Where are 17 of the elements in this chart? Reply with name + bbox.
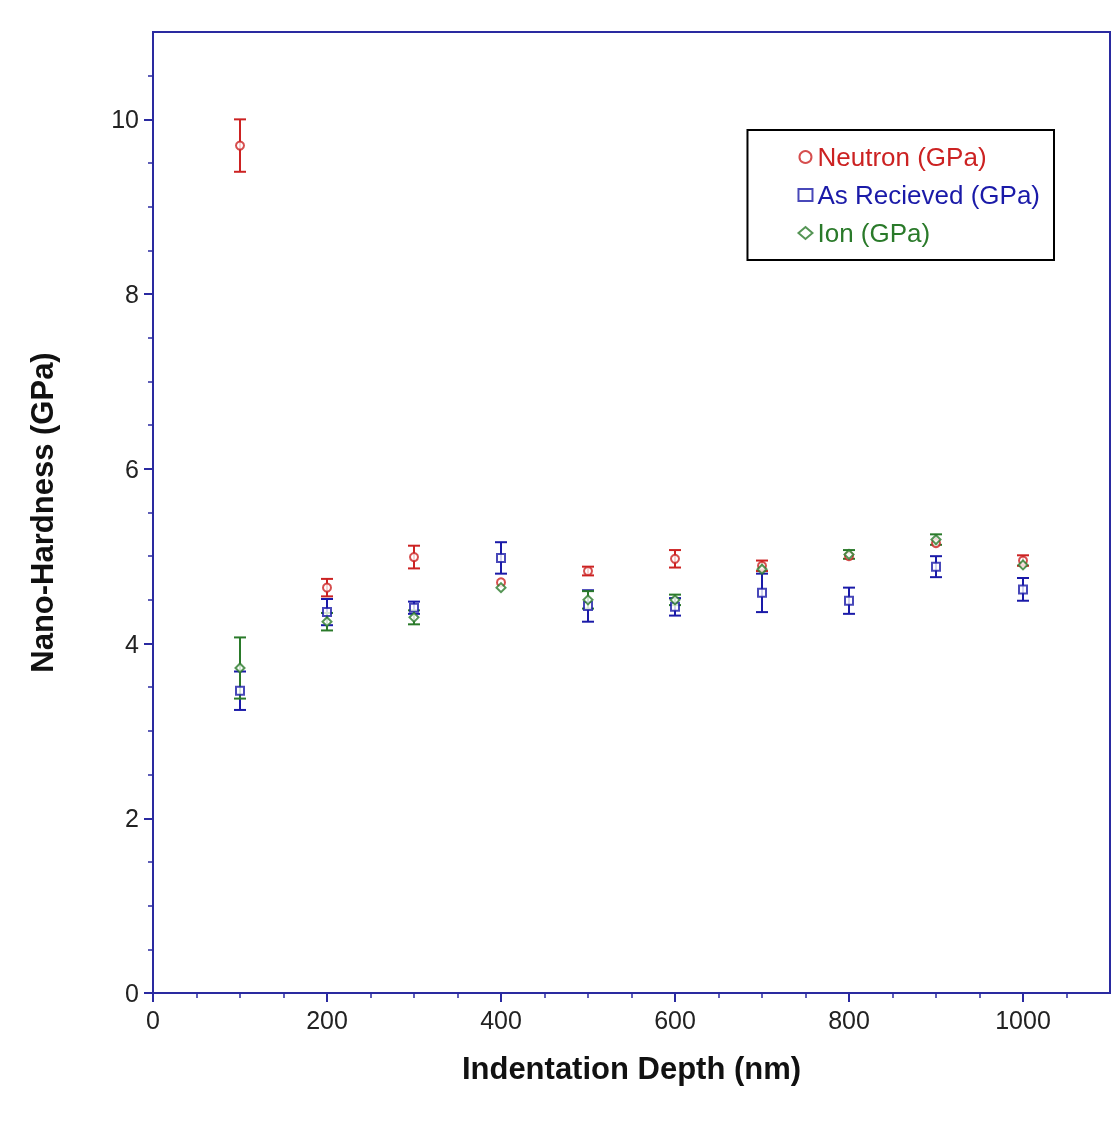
y-tick-label: 8	[125, 280, 139, 309]
y-tick-label: 0	[125, 979, 139, 1007]
y-tick-label: 2	[125, 804, 139, 833]
x-axis-title: Indentation Depth (nm)	[461, 1051, 802, 1086]
x-tick-label: 800	[828, 1005, 870, 1034]
y-tick-label: 4	[125, 629, 140, 658]
x-tick-label: 600	[654, 1005, 696, 1034]
legend-label: Ion (GPa)	[817, 218, 931, 248]
y-tick-label: 10	[111, 105, 139, 134]
legend-label: Neutron (GPa)	[817, 142, 987, 172]
x-tick-label: 1000	[995, 1005, 1051, 1034]
x-tick-label: 0	[146, 1005, 160, 1034]
x-tick-label: 400	[480, 1005, 522, 1034]
y-axis-title: Nano-Hardness (GPa)	[25, 352, 60, 673]
y-tick-label: 6	[125, 454, 139, 483]
x-tick-label: 200	[306, 1005, 348, 1034]
legend-label: As Recieved (GPa)	[817, 180, 1041, 210]
